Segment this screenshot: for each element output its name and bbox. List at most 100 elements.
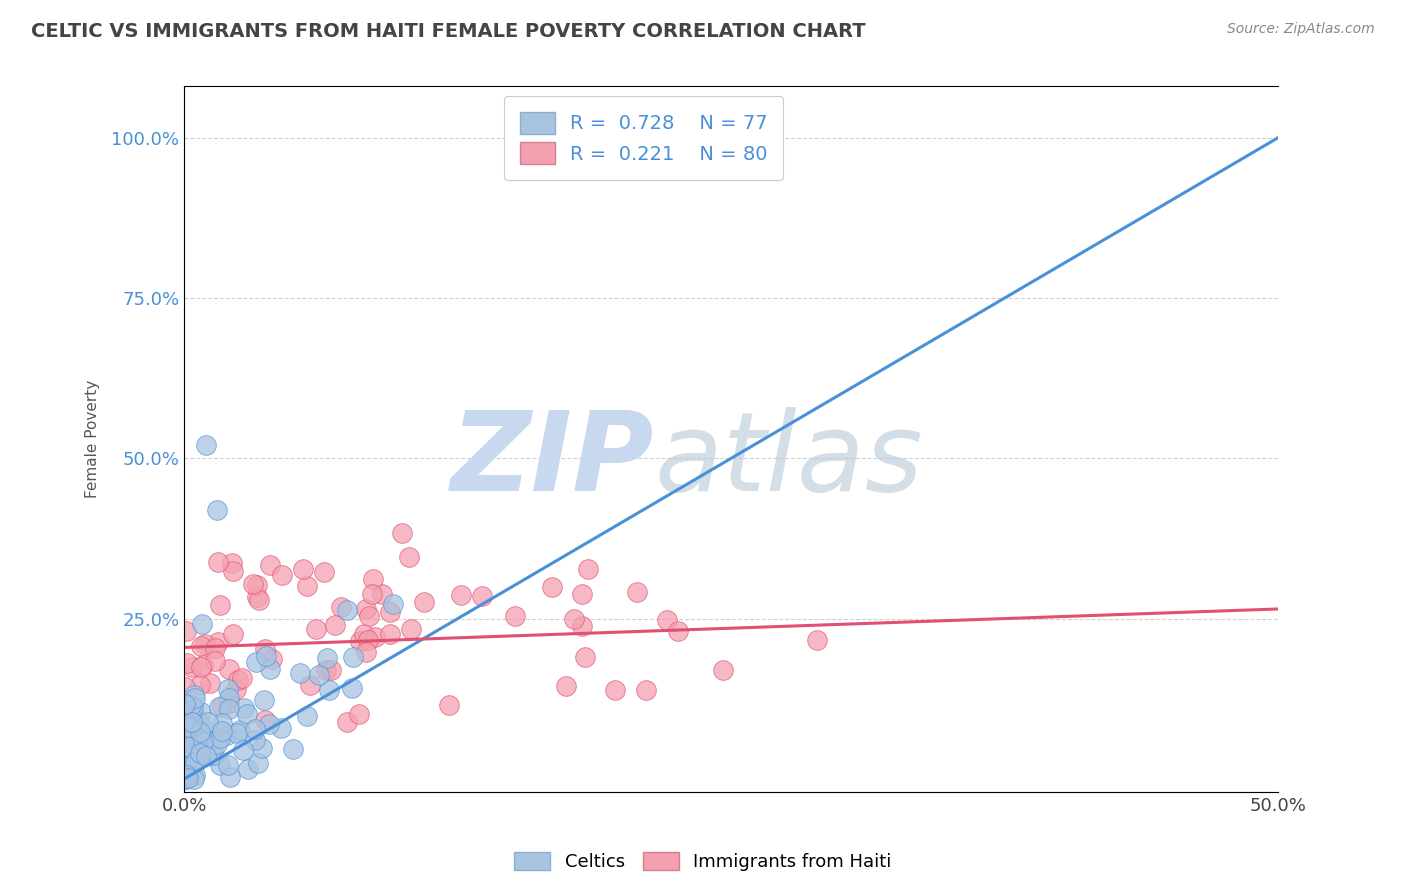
Point: [323, 618, 346, 632]
Point: [190, 705, 212, 719]
Text: Source: ZipAtlas.com: Source: ZipAtlas.com: [1227, 22, 1375, 37]
Point: [198, 675, 221, 690]
Point: [354, 645, 377, 659]
Point: [576, 562, 599, 576]
Point: [806, 633, 828, 648]
Point: [555, 679, 578, 693]
Point: [174, 624, 197, 639]
Point: [288, 666, 311, 681]
Point: [211, 716, 233, 731]
Point: [711, 664, 734, 678]
Point: [190, 639, 212, 653]
Point: [270, 721, 292, 735]
Point: [218, 662, 240, 676]
Point: [252, 741, 274, 756]
Point: [437, 698, 460, 713]
Point: [217, 758, 239, 772]
Point: [245, 732, 267, 747]
Point: [380, 627, 402, 641]
Point: [254, 642, 277, 657]
Point: [626, 585, 648, 599]
Point: [298, 677, 321, 691]
Point: [217, 728, 239, 742]
Point: [181, 756, 204, 770]
Point: [271, 567, 294, 582]
Point: [202, 747, 225, 762]
Point: [245, 722, 267, 736]
Legend: R =  0.728    N = 77, R =  0.221    N = 80: R = 0.728 N = 77, R = 0.221 N = 80: [505, 96, 783, 180]
Point: [218, 690, 240, 705]
Point: [225, 681, 247, 696]
Point: [245, 655, 267, 669]
Point: [222, 564, 245, 578]
Point: [312, 566, 335, 580]
Point: [209, 757, 232, 772]
Point: [336, 714, 359, 729]
Point: [180, 660, 202, 674]
Point: [176, 730, 198, 744]
Point: [190, 739, 212, 753]
Point: [450, 588, 472, 602]
Point: [222, 627, 245, 641]
Point: [190, 660, 212, 674]
Point: [180, 698, 202, 712]
Point: [413, 595, 436, 609]
Point: [562, 612, 585, 626]
Point: [540, 580, 562, 594]
Point: [181, 747, 204, 762]
Point: [634, 682, 657, 697]
Point: [208, 731, 231, 746]
Point: [176, 703, 198, 717]
Point: [242, 576, 264, 591]
Point: [183, 729, 205, 743]
Point: [571, 618, 593, 632]
Point: [231, 671, 253, 685]
Point: [335, 603, 357, 617]
Point: [381, 597, 404, 611]
Point: [194, 748, 217, 763]
Point: [218, 696, 240, 710]
Point: [204, 654, 226, 668]
Point: [657, 613, 679, 627]
Point: [605, 683, 627, 698]
Point: [184, 711, 207, 725]
Point: [187, 752, 209, 766]
Point: [226, 673, 249, 688]
Point: [180, 714, 202, 729]
Point: [188, 725, 211, 739]
Point: [184, 756, 207, 770]
Point: [209, 598, 232, 612]
Point: [398, 549, 420, 564]
Point: [321, 664, 343, 678]
Point: [364, 630, 387, 644]
Point: [177, 739, 200, 754]
Point: [249, 593, 271, 607]
Point: [308, 667, 330, 681]
Text: ZIP: ZIP: [451, 407, 655, 514]
Point: [259, 661, 281, 675]
Text: CELTIC VS IMMIGRANTS FROM HAITI FEMALE POVERTY CORRELATION CHART: CELTIC VS IMMIGRANTS FROM HAITI FEMALE P…: [31, 22, 866, 41]
Point: [176, 656, 198, 670]
Point: [195, 740, 218, 755]
Point: [201, 743, 224, 757]
Point: [399, 622, 422, 636]
Point: [200, 744, 222, 758]
Point: [204, 641, 226, 656]
Point: [188, 678, 211, 692]
Point: [236, 706, 259, 721]
Point: [188, 747, 211, 761]
Point: [221, 556, 243, 570]
Point: [371, 586, 394, 600]
Point: [357, 609, 380, 624]
Point: [574, 650, 596, 665]
Point: [253, 713, 276, 727]
Point: [191, 658, 214, 673]
Point: [329, 600, 352, 615]
Point: [257, 716, 280, 731]
Point: [174, 772, 197, 786]
Point: [195, 732, 218, 747]
Point: [177, 698, 200, 712]
Point: [571, 587, 593, 601]
Point: [318, 683, 340, 698]
Point: [205, 502, 228, 516]
